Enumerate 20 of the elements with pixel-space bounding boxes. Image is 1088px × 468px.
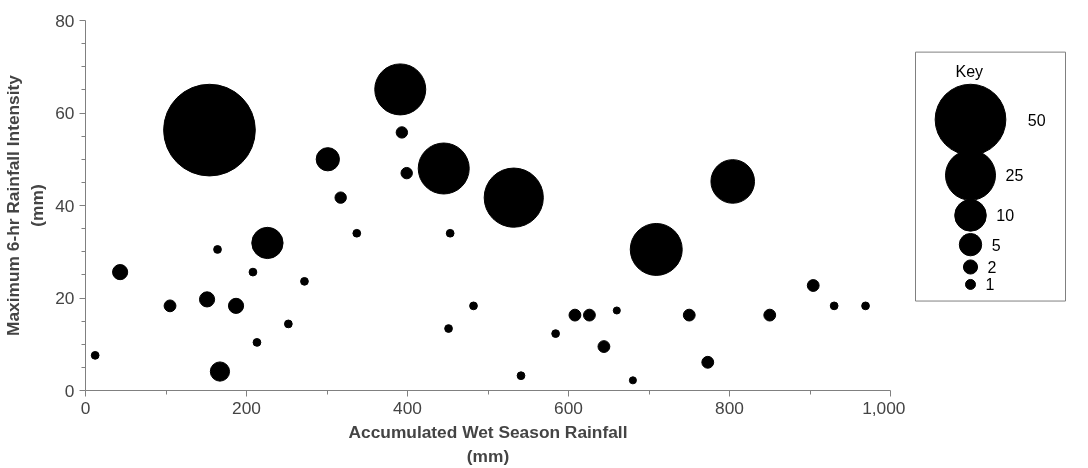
x-tick-label: 0 <box>80 397 91 418</box>
legend-label: 2 <box>987 258 997 276</box>
y-tick-label: 20 <box>55 288 75 308</box>
y-axis-title: Maximum 6-hr Rainfall Intensity (mm) <box>3 74 48 336</box>
legend-label: 10 <box>996 207 1015 225</box>
x-tick-label: 400 <box>393 397 422 418</box>
legend-label: 25 <box>1005 167 1024 185</box>
x-tick-label: 600 <box>554 397 583 418</box>
y-tick-label: 40 <box>55 195 75 216</box>
legend-label: 1 <box>985 276 995 294</box>
y-tick-label: 80 <box>55 10 75 31</box>
x-tick-label: 800 <box>715 397 744 418</box>
legend-title: Key <box>955 62 984 80</box>
x-axis-title: Accumulated Wet Season Rainfall (mm) <box>348 421 628 466</box>
y-tick-label: 0 <box>64 380 75 401</box>
y-tick-label: 60 <box>55 103 75 123</box>
legend-label: 5 <box>991 236 1001 254</box>
legend-label: 50 <box>1027 111 1046 129</box>
x-tick-label: 1,000 <box>862 397 906 418</box>
x-tick-label: 200 <box>232 397 261 418</box>
